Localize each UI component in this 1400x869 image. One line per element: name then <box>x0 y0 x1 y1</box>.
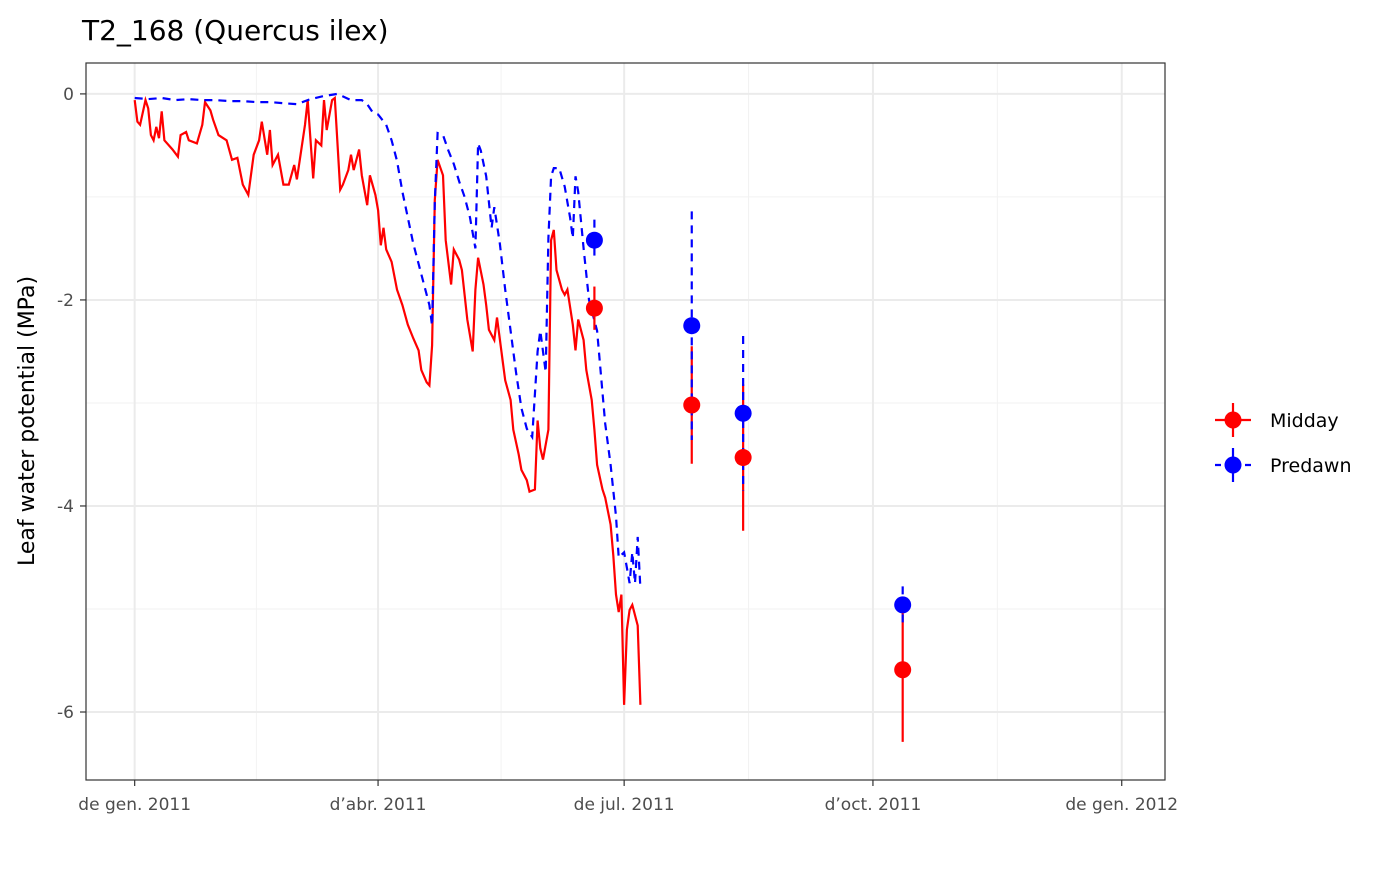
grid <box>86 63 1165 780</box>
point <box>894 596 912 614</box>
point <box>683 396 701 414</box>
point <box>683 317 701 335</box>
y-axis-label: Leaf water potential (MPa) <box>15 276 40 566</box>
y-tick-label: -6 <box>57 703 74 723</box>
legend: Midday Predawn <box>1215 403 1352 482</box>
x-tick-label: d’oct. 2011 <box>825 795 922 815</box>
x-tick-label: d’abr. 2011 <box>330 795 427 815</box>
marks <box>133 92 912 742</box>
legend-point <box>1224 411 1242 429</box>
legend-label: Predawn <box>1270 455 1352 477</box>
legend-label: Midday <box>1270 410 1339 432</box>
y-tick-label: 0 <box>63 85 74 105</box>
point <box>894 661 912 679</box>
x-tick-label: de gen. 2011 <box>78 795 191 815</box>
series-line <box>133 95 642 705</box>
point <box>585 231 603 249</box>
legend-point <box>1224 456 1242 474</box>
point <box>585 299 603 317</box>
x-tick-label: de jul. 2011 <box>574 795 675 815</box>
axes: 0 -2 -4 -6 de gen. 2011 d’abr. 2011 de jul. 20… <box>57 85 1178 815</box>
panel-border <box>85 62 1166 781</box>
y-tick-label: -4 <box>57 497 74 517</box>
chart-title: T2_168 (Quercus ilex) <box>81 14 389 47</box>
y-tick-label: -2 <box>57 291 74 311</box>
point <box>734 449 752 467</box>
point <box>734 404 752 422</box>
x-tick-label: de gen. 2012 <box>1065 795 1178 815</box>
